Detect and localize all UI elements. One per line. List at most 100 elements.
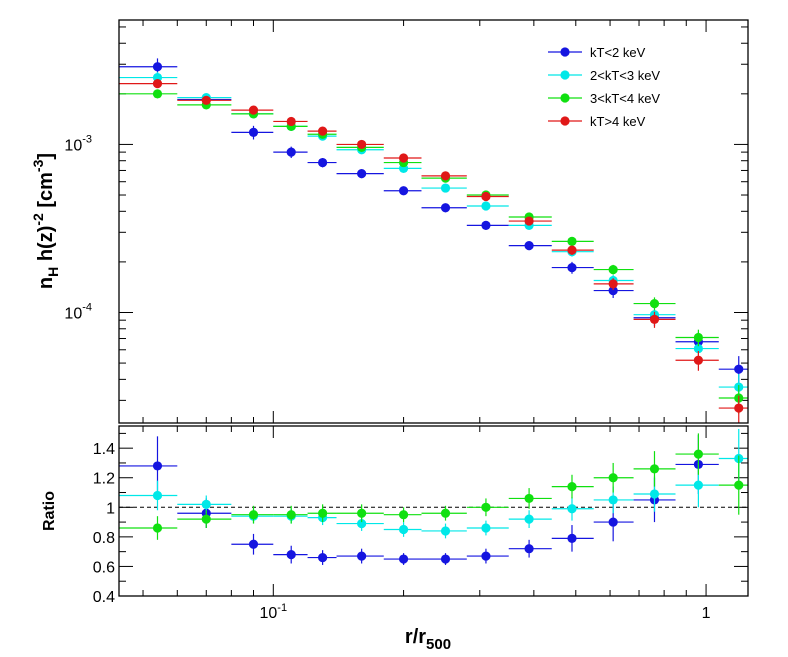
bottom-data-point xyxy=(481,551,491,561)
top-data-point xyxy=(524,241,534,251)
bottom-data-point xyxy=(693,449,703,459)
bottom-data-point xyxy=(524,544,534,554)
top-data-point xyxy=(734,403,744,413)
bottom-data-point xyxy=(318,552,328,563)
legend-label: 3<kT<4 keV xyxy=(590,91,660,106)
top-data-point xyxy=(481,220,491,230)
top-data-point xyxy=(567,245,577,255)
bottom-data-point xyxy=(357,508,367,518)
bottom-data-point xyxy=(152,490,163,501)
x-tick-label: 1 xyxy=(702,605,711,622)
bottom-data-point xyxy=(481,523,491,533)
top-data-point xyxy=(524,216,534,226)
top-data-point xyxy=(481,191,491,202)
top-data-point xyxy=(201,95,211,105)
bottom-data-point xyxy=(734,480,744,490)
bottom-data-point xyxy=(608,495,618,505)
top-data-point xyxy=(649,298,660,309)
bottom-data-point xyxy=(152,461,163,471)
top-data-point xyxy=(318,157,328,168)
top-data-point xyxy=(567,262,577,273)
top-data-point xyxy=(248,105,259,115)
bottom-y-tick-label: 0.4 xyxy=(93,589,115,606)
top-data-point xyxy=(152,79,163,89)
legend-label: kT>4 keV xyxy=(590,114,646,129)
top-y-tick-label: 10-3 xyxy=(64,133,92,154)
top-data-point xyxy=(567,236,577,246)
bottom-data-point xyxy=(248,510,259,520)
top-data-point xyxy=(608,264,618,275)
legend-label: 2<kT<3 keV xyxy=(590,68,660,83)
top-series-kt-4-kev xyxy=(119,79,748,423)
bottom-data-point xyxy=(524,493,534,504)
bottom-data-point xyxy=(440,526,451,536)
bottom-data-point xyxy=(649,464,660,474)
top-data-point xyxy=(608,285,618,296)
top-panel-frame xyxy=(118,19,749,424)
bottom-y-tick-label: 0.8 xyxy=(93,530,115,547)
bottom-data-point xyxy=(567,504,577,514)
top-data-point xyxy=(693,332,703,343)
top-data-point xyxy=(357,169,367,179)
bottom-data-point xyxy=(481,502,491,512)
top-data-point xyxy=(152,62,163,72)
bottom-series-kt-2-kev xyxy=(119,434,719,565)
bottom-data-point xyxy=(649,489,660,499)
top-data-point xyxy=(440,203,451,213)
legend: kT<2 keV 2<kT<3 keV 3<kT<4 keV kT>4 keV xyxy=(548,45,660,129)
bottom-data-point xyxy=(440,508,451,518)
legend-marker xyxy=(560,47,570,57)
bottom-data-point xyxy=(567,482,577,492)
bottom-data-point xyxy=(248,539,259,549)
bottom-y-axis-label: Ratio xyxy=(41,491,58,531)
bottom-data-point xyxy=(201,499,211,509)
bottom-data-point xyxy=(152,523,163,533)
bottom-data-point xyxy=(286,550,296,560)
bottom-series-3-kt-4-kev xyxy=(119,433,748,540)
top-data-point xyxy=(152,89,163,99)
bottom-panel-points xyxy=(119,428,748,565)
bottom-data-point xyxy=(318,508,328,518)
bottom-data-point xyxy=(608,473,618,483)
top-data-point xyxy=(286,147,296,157)
top-data-point xyxy=(734,364,744,374)
top-data-point xyxy=(481,201,491,211)
bottom-data-point xyxy=(357,518,367,529)
top-panel-ticks: 10-3 10-4 xyxy=(64,20,748,423)
bottom-data-point xyxy=(693,480,703,490)
top-data-point xyxy=(398,186,409,196)
bottom-data-point xyxy=(608,517,618,527)
bottom-data-point xyxy=(567,533,577,543)
bottom-y-tick-label: 1.2 xyxy=(93,471,115,488)
top-data-point xyxy=(286,116,296,127)
bottom-data-point xyxy=(398,524,409,535)
top-y-tick-label: 10-4 xyxy=(64,301,92,322)
bottom-data-point xyxy=(398,510,409,520)
bottom-data-point xyxy=(440,554,451,564)
bottom-y-tick-label: 1.4 xyxy=(93,441,115,458)
bottom-data-point xyxy=(286,510,296,520)
bottom-panel-frame xyxy=(118,425,749,597)
legend-label: kT<2 keV xyxy=(590,45,646,60)
top-data-point xyxy=(608,279,618,289)
top-data-point xyxy=(693,355,703,365)
top-data-point xyxy=(318,126,328,136)
top-data-point xyxy=(248,127,259,137)
top-panel-points xyxy=(119,58,748,423)
legend-marker xyxy=(560,116,570,126)
bottom-y-tick-label: 0.6 xyxy=(93,559,115,576)
legend-marker xyxy=(560,70,570,80)
x-axis-label: r/r500 xyxy=(405,626,451,653)
x-tick-label: 10-1 xyxy=(260,602,288,622)
top-y-axis-label: nH h(z)-2 [cm-3] xyxy=(30,153,61,289)
top-data-point xyxy=(398,153,409,163)
bottom-y-tick-label: 1 xyxy=(106,500,115,517)
bottom-data-point xyxy=(398,554,409,564)
bottom-data-point xyxy=(201,514,211,524)
legend-marker xyxy=(560,93,570,103)
bottom-data-point xyxy=(357,551,367,561)
top-data-point xyxy=(693,343,703,354)
bottom-panel-ticks: 10-1 1 0.4 0.6 0.8 1 1.2 1.4 xyxy=(93,426,748,622)
